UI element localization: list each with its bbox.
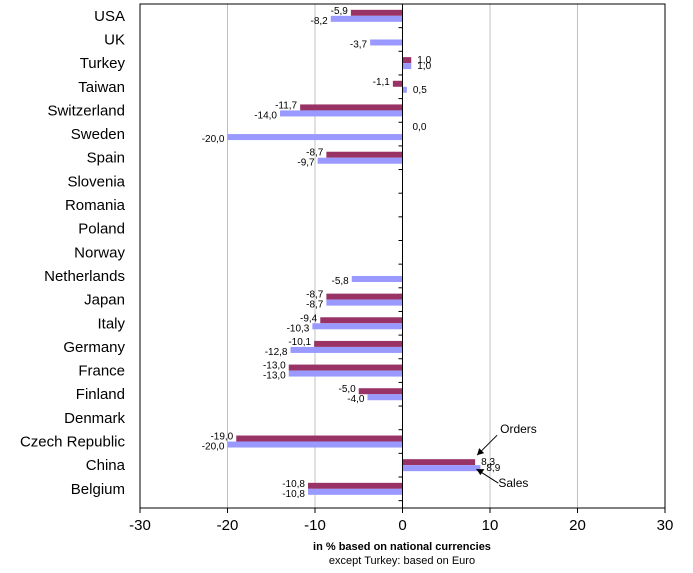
- category-label: Finland: [76, 386, 125, 403]
- bar-orders: [358, 388, 403, 395]
- x-tick-label: 30: [657, 517, 674, 534]
- category-label: Turkey: [80, 55, 126, 72]
- bar-sales: [367, 394, 403, 401]
- category-label: Belgium: [71, 481, 125, 498]
- category-label: Switzerland: [47, 102, 125, 119]
- data-label-sales: 1,0: [417, 61, 431, 72]
- data-label-sales: -20,0: [202, 134, 225, 145]
- data-label-sales: -5,8: [332, 276, 350, 287]
- category-label: Italy: [97, 315, 125, 332]
- category-label: Norway: [74, 244, 125, 261]
- data-label-extra: 0,0: [413, 122, 427, 133]
- bar-orders: [392, 80, 403, 87]
- bar-orders: [326, 151, 403, 158]
- bar-sales: [330, 15, 403, 22]
- category-label: UK: [104, 31, 125, 48]
- x-tick-label: -10: [304, 517, 326, 534]
- axes: -30 -20 -10 0 10 20 30: [129, 4, 673, 534]
- bar-orders: [402, 459, 476, 466]
- bar-orders: [326, 293, 403, 300]
- data-label-sales: -9,7: [297, 158, 315, 169]
- data-label-orders: -5,0: [339, 384, 357, 395]
- data-label-sales: -8,7: [306, 300, 324, 311]
- data-label-sales: -8,2: [311, 16, 329, 27]
- bar-sales: [308, 488, 403, 495]
- orders-arrow-head: [477, 448, 485, 456]
- bar-orders: [236, 435, 403, 442]
- x-tick-label: 0: [398, 517, 406, 534]
- data-label-sales: -10,3: [287, 323, 310, 334]
- data-label-sales: 0,5: [413, 85, 427, 96]
- category-label: China: [86, 457, 126, 474]
- category-label: Denmark: [64, 410, 125, 427]
- data-label-sales: -13,0: [263, 371, 286, 382]
- bar-sales: [351, 275, 403, 282]
- bar-sales: [288, 370, 403, 377]
- data-label-orders: 1,0: [417, 55, 431, 66]
- labels: USA -5,9-8,2 UK -3,7 Turkey 1,01,0 Taiwan -1,1 0…: [20, 6, 537, 500]
- bar-sales: [227, 441, 403, 448]
- bar-orders: [402, 57, 412, 64]
- x-axis-sublabel: except Turkey: based on Euro: [329, 555, 475, 567]
- bar-orders: [300, 104, 403, 111]
- data-label-orders: -8,7: [306, 148, 324, 159]
- category-label: Romania: [65, 197, 126, 214]
- data-label-orders: -8,7: [306, 290, 324, 301]
- x-tick-label: 20: [569, 517, 586, 534]
- data-label-orders: 8,3: [481, 457, 495, 468]
- bar-sales: [402, 63, 412, 70]
- bar-sales: [370, 39, 403, 46]
- data-label-orders: -5,9: [331, 6, 349, 17]
- data-label-sales: -20,0: [202, 442, 225, 453]
- gridlines: [227, 4, 578, 508]
- category-label: Germany: [63, 339, 125, 356]
- bar-sales: [402, 465, 481, 472]
- data-label-orders: -10,8: [282, 479, 305, 490]
- bar-orders: [350, 9, 403, 16]
- x-axis-label: in % based on national currencies: [313, 541, 491, 553]
- x-tick-label: 10: [482, 517, 499, 534]
- category-label: Czech Republic: [20, 434, 126, 451]
- bar-sales: [326, 299, 403, 306]
- data-label-orders: -11,7: [275, 100, 297, 111]
- bar-sales: [280, 110, 403, 117]
- sales-annotation: Sales: [498, 476, 528, 490]
- orders-annotation: Orders: [500, 422, 537, 436]
- category-label: Sweden: [71, 126, 125, 143]
- category-label: Spain: [87, 150, 125, 167]
- data-label-sales: 8,9: [486, 463, 500, 474]
- sales-arrow-head: [476, 469, 485, 476]
- data-label-sales: -3,7: [350, 39, 368, 50]
- data-label-sales: -10,8: [282, 489, 305, 500]
- bar-sales: [317, 157, 403, 164]
- category-label: USA: [94, 8, 125, 25]
- bar-sales: [312, 323, 403, 330]
- bar-sales: [402, 86, 407, 93]
- data-label-orders: -1,1: [373, 77, 391, 88]
- data-label-sales: -4,0: [347, 394, 365, 405]
- bar-orders: [314, 340, 403, 347]
- category-label: France: [78, 363, 125, 380]
- category-label: Netherlands: [44, 268, 125, 285]
- category-label: Poland: [78, 221, 125, 238]
- category-label: Slovenia: [67, 173, 125, 190]
- data-label-orders: -19,0: [210, 432, 233, 443]
- bar-orders: [320, 317, 403, 324]
- category-label: Japan: [84, 292, 125, 309]
- bar-orders: [308, 482, 403, 489]
- category-label: Taiwan: [78, 79, 125, 96]
- x-tick-label: -30: [129, 517, 151, 534]
- data-label-sales: -12,8: [265, 347, 288, 358]
- x-tick-label: -20: [217, 517, 239, 534]
- bar-sales: [227, 134, 403, 141]
- bar-sales: [290, 346, 403, 353]
- data-label-orders: -9,4: [300, 313, 318, 324]
- data-label-orders: -13,0: [263, 361, 286, 372]
- data-label-orders: -10,1: [288, 337, 311, 348]
- bars: [227, 9, 481, 495]
- bar-orders: [288, 364, 403, 371]
- data-label-sales: -14,0: [254, 110, 277, 121]
